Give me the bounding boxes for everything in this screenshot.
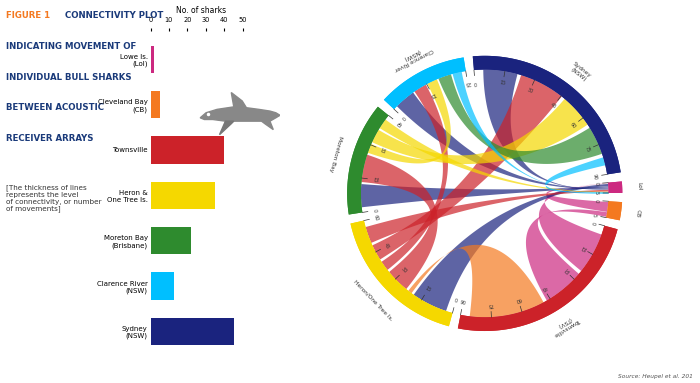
Text: LoI: LoI xyxy=(636,182,641,191)
Text: 0: 0 xyxy=(594,199,598,202)
Polygon shape xyxy=(526,210,607,301)
Polygon shape xyxy=(231,93,246,108)
Polygon shape xyxy=(347,56,622,331)
Text: 75: 75 xyxy=(487,302,494,308)
Text: 0: 0 xyxy=(593,182,598,185)
Polygon shape xyxy=(351,221,452,326)
Bar xyxy=(150,91,160,118)
Polygon shape xyxy=(453,72,608,193)
Bar xyxy=(150,136,224,164)
Polygon shape xyxy=(379,119,608,192)
Text: CB: CB xyxy=(635,209,640,218)
Text: 45: 45 xyxy=(383,242,390,250)
Polygon shape xyxy=(361,184,608,207)
Polygon shape xyxy=(200,107,280,129)
Text: 30: 30 xyxy=(379,146,386,154)
Text: BETWEEN ACOUSTIC: BETWEEN ACOUSTIC xyxy=(6,103,104,112)
Text: 0: 0 xyxy=(400,115,406,120)
Text: 25: 25 xyxy=(464,80,471,86)
Polygon shape xyxy=(473,56,621,174)
Polygon shape xyxy=(220,121,234,135)
Text: 15: 15 xyxy=(578,244,585,252)
Text: Moreton Bay: Moreton Bay xyxy=(329,134,343,172)
Text: 90: 90 xyxy=(459,300,466,306)
Bar xyxy=(150,272,174,300)
Text: CONNECTIVITY PLOT: CONNECTIVITY PLOT xyxy=(64,11,163,20)
Text: 30: 30 xyxy=(526,88,533,95)
Text: 90: 90 xyxy=(592,173,598,180)
Text: 60: 60 xyxy=(373,214,379,221)
Text: 15: 15 xyxy=(371,176,377,183)
X-axis label: No. of sharks: No. of sharks xyxy=(176,6,226,15)
Text: 0: 0 xyxy=(473,80,477,85)
Text: Heron/One Tree Is.: Heron/One Tree Is. xyxy=(353,278,394,321)
Text: RECEIVER ARRAYS: RECEIVER ARRAYS xyxy=(6,134,94,143)
Text: 0: 0 xyxy=(372,209,377,213)
Polygon shape xyxy=(608,182,622,193)
Text: 75: 75 xyxy=(584,146,591,153)
Text: [The thickness of lines
represents the level
of connectivity, or number
of movem: [The thickness of lines represents the l… xyxy=(6,184,101,212)
Bar xyxy=(150,46,154,73)
Polygon shape xyxy=(397,92,608,189)
Text: 30: 30 xyxy=(561,267,569,275)
Text: 60: 60 xyxy=(569,121,577,129)
Polygon shape xyxy=(372,99,588,164)
Polygon shape xyxy=(539,183,608,271)
Polygon shape xyxy=(483,70,608,190)
Text: 0: 0 xyxy=(454,298,458,304)
Text: INDICATING MOVEMENT OF: INDICATING MOVEMENT OF xyxy=(6,42,136,51)
Text: INDIVIDUAL BULL SHARKS: INDIVIDUAL BULL SHARKS xyxy=(6,73,132,82)
Polygon shape xyxy=(382,85,448,270)
Polygon shape xyxy=(408,245,544,317)
Text: Sydney
(NSW): Sydney (NSW) xyxy=(568,61,592,83)
Text: Source: Heupel et al. 201: Source: Heupel et al. 201 xyxy=(618,374,693,379)
Text: FIGURE 1: FIGURE 1 xyxy=(6,11,53,20)
Polygon shape xyxy=(458,226,617,331)
Text: 15: 15 xyxy=(428,91,436,99)
Bar xyxy=(150,227,191,254)
Polygon shape xyxy=(473,56,621,174)
Text: 60: 60 xyxy=(514,296,522,303)
Polygon shape xyxy=(384,57,466,109)
Polygon shape xyxy=(606,201,622,220)
Polygon shape xyxy=(608,182,622,193)
Text: 15: 15 xyxy=(499,80,506,87)
Text: 5: 5 xyxy=(594,192,598,195)
Polygon shape xyxy=(351,221,452,326)
Bar xyxy=(150,182,215,209)
Text: 45: 45 xyxy=(540,284,547,292)
Polygon shape xyxy=(361,155,438,289)
Text: Clarence River
(NSW): Clarence River (NSW) xyxy=(391,43,434,72)
Polygon shape xyxy=(347,107,388,214)
Text: 5: 5 xyxy=(592,213,597,217)
Polygon shape xyxy=(545,157,608,194)
Polygon shape xyxy=(458,226,617,331)
Polygon shape xyxy=(438,74,602,164)
Polygon shape xyxy=(384,57,466,109)
Text: 15: 15 xyxy=(424,286,432,293)
Polygon shape xyxy=(347,107,388,214)
Polygon shape xyxy=(368,79,451,164)
Polygon shape xyxy=(372,75,562,260)
Text: 45: 45 xyxy=(550,102,557,110)
Text: Townsville
(TSV): Townsville (TSV) xyxy=(550,312,582,337)
Polygon shape xyxy=(546,183,608,212)
Text: 30: 30 xyxy=(400,267,408,275)
Polygon shape xyxy=(365,190,608,243)
Text: 40: 40 xyxy=(394,119,402,127)
Bar xyxy=(150,318,234,345)
Polygon shape xyxy=(606,201,622,220)
Polygon shape xyxy=(414,184,608,311)
Text: 0: 0 xyxy=(589,220,595,224)
